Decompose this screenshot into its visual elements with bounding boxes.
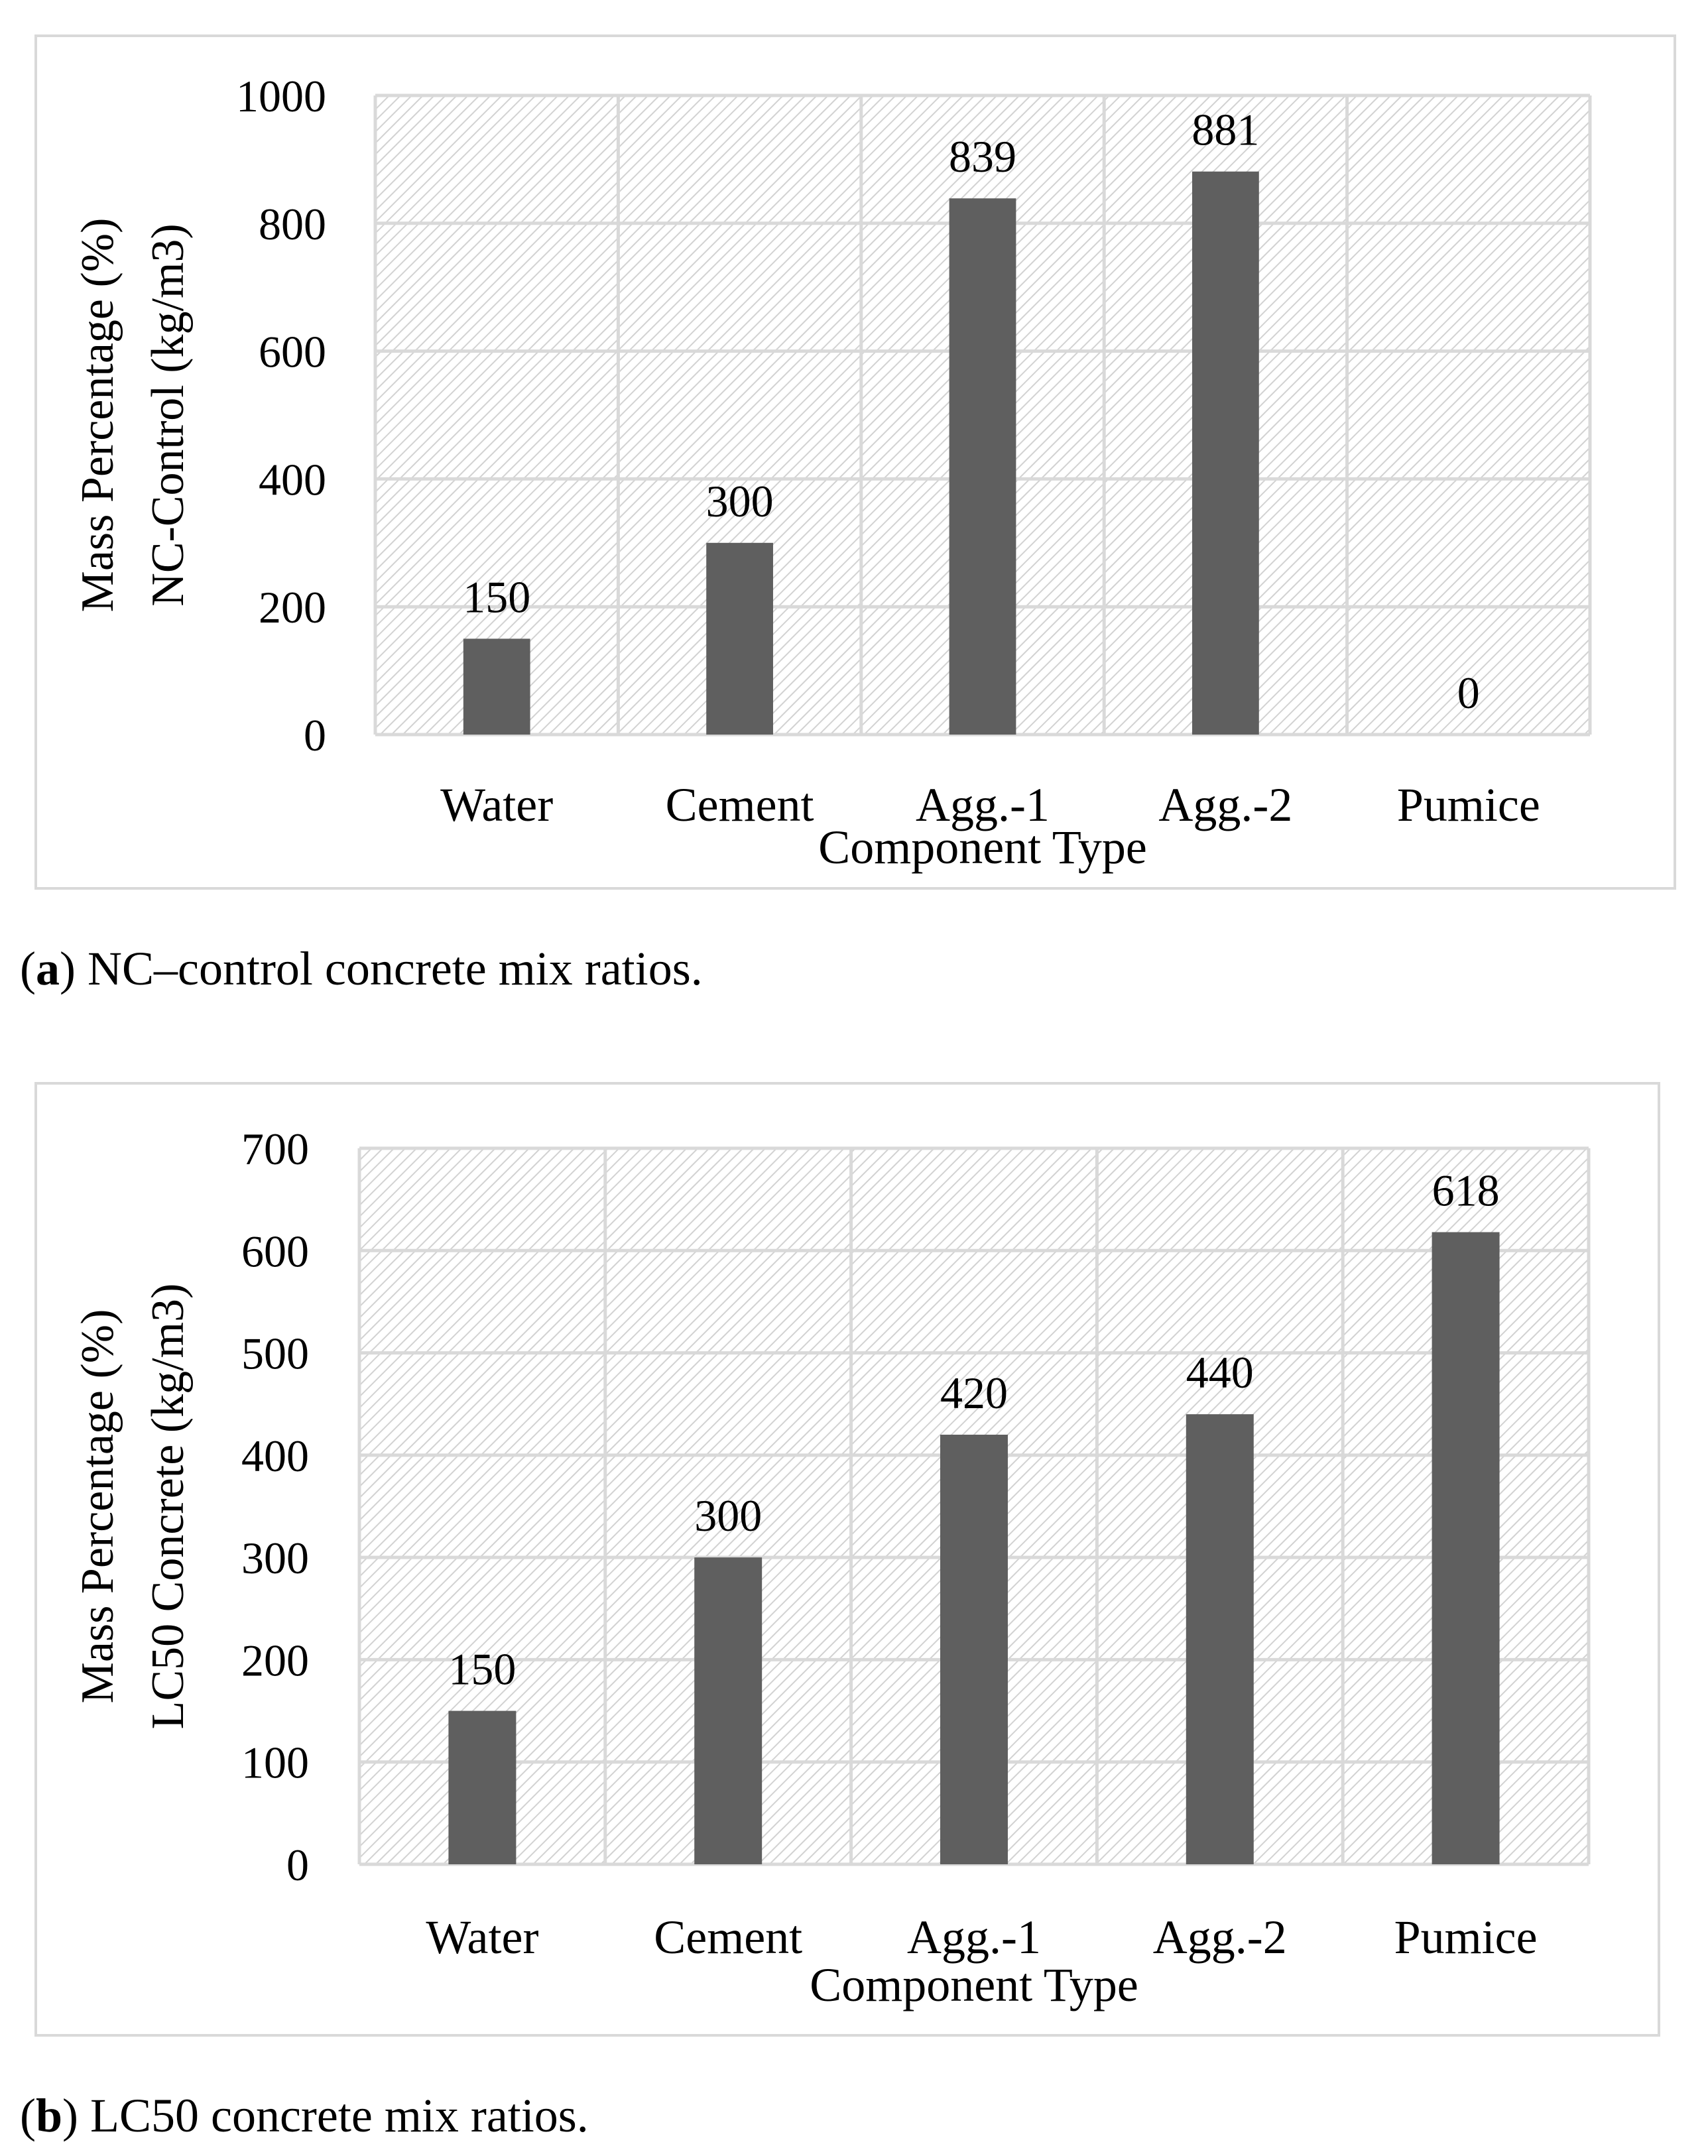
bar bbox=[1192, 171, 1259, 735]
x-axis-label: Component Type bbox=[810, 1958, 1138, 2011]
y-tick-label: 600 bbox=[241, 1226, 309, 1276]
y-axis-label-line2: LC50 Concrete (kg/m3) bbox=[143, 1284, 194, 1730]
chart-a: 0 200 400 600 800 1000 150 Water 300 Cement 839 Agg… bbox=[72, 71, 1592, 874]
y-tick-label: 400 bbox=[241, 1431, 309, 1481]
data-label: 881 bbox=[1191, 105, 1259, 155]
x-tick-label: Pumice bbox=[1397, 778, 1540, 831]
caption-a-text: NC–control concrete mix ratios. bbox=[75, 942, 703, 995]
data-label: 618 bbox=[1432, 1166, 1500, 1216]
y-tick-label: 300 bbox=[241, 1533, 309, 1583]
bar bbox=[706, 542, 773, 735]
y-tick-label: 600 bbox=[259, 327, 326, 377]
y-tick-label: 0 bbox=[304, 710, 326, 760]
data-label: 420 bbox=[940, 1368, 1008, 1418]
data-label: 440 bbox=[1186, 1347, 1254, 1398]
bar bbox=[1186, 1414, 1254, 1864]
y-tick-label: 800 bbox=[259, 199, 326, 249]
y-tick-label: 200 bbox=[259, 582, 326, 632]
x-tick-label: Cement bbox=[666, 778, 814, 831]
x-tick-label: Pumice bbox=[1394, 1911, 1538, 1964]
bar bbox=[694, 1557, 762, 1864]
x-tick-label: Agg.-1 bbox=[916, 778, 1050, 831]
y-axis-label-line2: NC-Control (kg/m3) bbox=[143, 223, 194, 606]
y-tick-label: 100 bbox=[241, 1738, 309, 1788]
x-tick-label: Agg.-2 bbox=[1153, 1911, 1287, 1964]
y-tick-label: 500 bbox=[241, 1329, 309, 1379]
y-tick-label: 1000 bbox=[236, 71, 326, 121]
caption-b-letter: b bbox=[35, 2089, 63, 2142]
bar bbox=[949, 198, 1016, 735]
y-axis-label-line1: Mass Percentage (%) bbox=[72, 1309, 123, 1704]
data-label: 150 bbox=[448, 1644, 516, 1695]
x-tick-label: Cement bbox=[654, 1911, 802, 1964]
x-tick-label: Agg.-2 bbox=[1158, 778, 1292, 831]
y-tick-label: 200 bbox=[241, 1635, 309, 1685]
x-tick-label: Water bbox=[426, 1911, 538, 1964]
y-tick-label: 0 bbox=[286, 1840, 309, 1890]
y-tick-label: 700 bbox=[241, 1124, 309, 1174]
x-axis-label: Component Type bbox=[818, 821, 1147, 874]
data-label: 300 bbox=[706, 476, 774, 526]
data-label: 0 bbox=[1457, 668, 1480, 718]
data-label: 300 bbox=[694, 1490, 762, 1541]
y-axis-label-line1: Mass Percentage (%) bbox=[72, 218, 123, 613]
x-tick-label: Water bbox=[440, 778, 553, 831]
bar bbox=[1432, 1232, 1500, 1864]
bar bbox=[463, 638, 530, 735]
caption-a: (a) NC–control concrete mix ratios. bbox=[20, 942, 703, 995]
bar bbox=[940, 1435, 1008, 1864]
bar bbox=[448, 1710, 517, 1864]
data-label: 839 bbox=[949, 131, 1016, 182]
chart-b: 0 100 200 300 400 500 600 700 150 Water 300 Cement 4… bbox=[72, 1124, 1591, 2011]
caption-a-letter: a bbox=[35, 942, 60, 995]
caption-b: (b) LC50 concrete mix ratios. bbox=[20, 2089, 589, 2142]
data-label: 150 bbox=[463, 571, 530, 622]
caption-b-text: LC50 concrete mix ratios. bbox=[78, 2089, 589, 2142]
x-tick-label: Agg.-1 bbox=[907, 1911, 1041, 1964]
y-tick-label: 400 bbox=[259, 454, 326, 505]
